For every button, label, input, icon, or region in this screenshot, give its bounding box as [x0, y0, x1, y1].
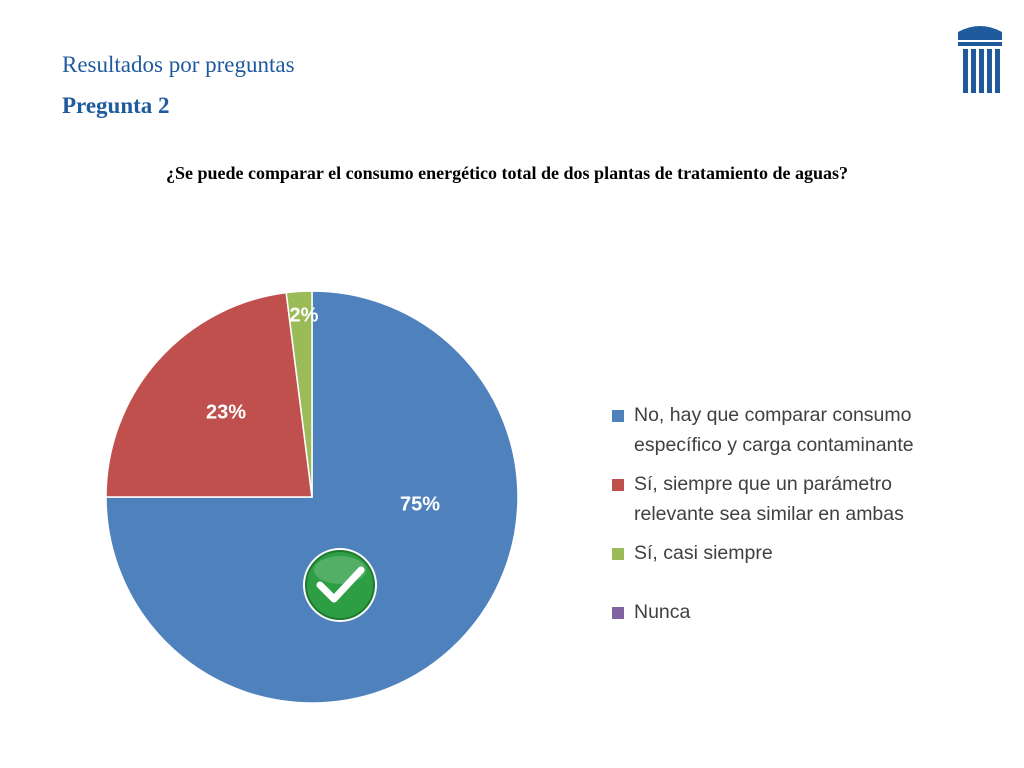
- page-title: Pregunta 2: [62, 93, 170, 118]
- slice-data-label: 75%: [400, 493, 440, 515]
- pie-slice: [285, 290, 313, 498]
- slice-data-label: 2%: [290, 304, 319, 326]
- legend-item: No, hay que comparar consumo específico …: [612, 400, 992, 460]
- legend-swatch: [612, 607, 624, 619]
- building-columns-icon: [958, 26, 1002, 93]
- slice-data-label: 23%: [206, 401, 246, 423]
- legend-label: Sí, siempre que un parámetro: [634, 473, 892, 495]
- legend-swatch: [612, 479, 624, 491]
- legend-item: Nunca: [612, 597, 992, 627]
- legend-label: Sí, casi siempre: [634, 542, 773, 564]
- legend-label: No, hay que comparar consumo: [634, 404, 912, 426]
- check-icon: [303, 548, 377, 622]
- legend-swatch: [612, 548, 624, 560]
- question-text: ¿Se puede comparar el consumo energético…: [165, 163, 849, 183]
- legend-label: relevante sea similar en ambas: [634, 503, 904, 525]
- pie-slice: [105, 291, 313, 498]
- legend: No, hay que comparar consumo específico …: [612, 400, 992, 636]
- legend-label: Nunca: [634, 601, 691, 623]
- legend-item: Sí, siempre que un parámetro relevante s…: [612, 469, 992, 529]
- legend-item: Sí, casi siempre: [612, 538, 992, 568]
- pie-slice: [105, 290, 519, 704]
- legend-label: específico y carga contaminante: [634, 434, 914, 456]
- legend-swatch: [612, 410, 624, 422]
- header-subtitle: Resultados por preguntas: [62, 52, 295, 77]
